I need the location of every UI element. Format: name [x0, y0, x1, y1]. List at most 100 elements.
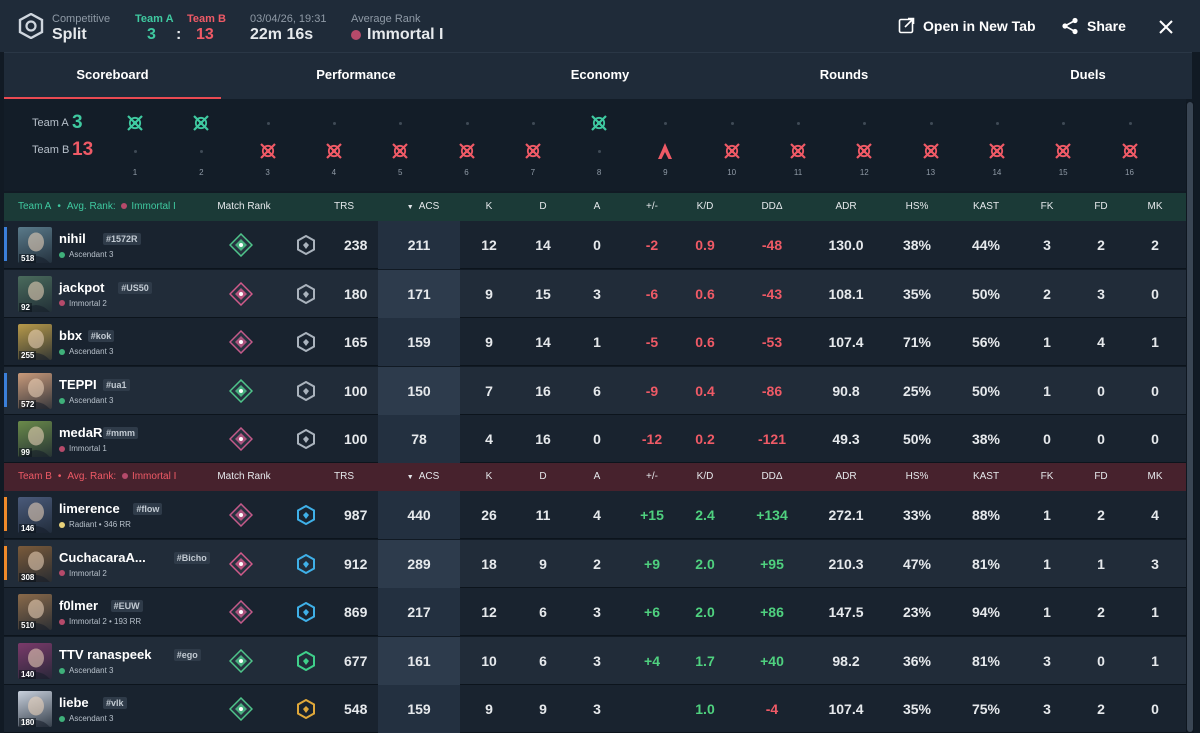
column-header[interactable]: KAST: [956, 193, 1016, 221]
player-name[interactable]: TEPPI: [59, 376, 97, 392]
column-header[interactable]: ADR: [812, 193, 880, 221]
team-b-label: Team B: [187, 13, 226, 25]
stat-fd: 2: [1097, 237, 1105, 253]
stat-d: 9: [539, 555, 547, 572]
player-rank: Immortal 2: [59, 299, 107, 308]
column-header[interactable]: FD: [1076, 193, 1126, 221]
stat-k: 9: [485, 285, 493, 302]
player-row[interactable]: 308 CuchacaraA... #Bicho Immortal 2 912 289 18…: [4, 539, 1186, 588]
column-header[interactable]: K/D: [680, 463, 730, 491]
round-number: 16: [1125, 168, 1134, 177]
column-header[interactable]: HS%: [890, 193, 944, 221]
spike-detonate-icon: [656, 142, 674, 160]
stat-acs: 159: [407, 334, 431, 351]
average-rank: Immortal I: [351, 26, 443, 44]
player-row[interactable]: 255 bbx #kok Ascendant 3 165 159 9 14 1 -5 0.6 -53 1…: [4, 318, 1186, 367]
column-header-label: FK: [1040, 471, 1054, 482]
stat-trs: 100: [344, 382, 368, 399]
column-header[interactable]: DDΔ: [740, 463, 804, 491]
round-number: 13: [926, 168, 936, 177]
stat-hs: 71%: [902, 334, 932, 351]
player-row[interactable]: 518 nihil #1572R Ascendant 3 238 211 12 14 0 -2 0.…: [4, 221, 1186, 269]
column-header[interactable]: D: [518, 193, 568, 221]
stat-mk: 4: [1151, 507, 1159, 523]
column-header[interactable]: A: [572, 193, 622, 221]
sort-desc-icon: ▼: [406, 474, 414, 481]
stat-trs: 238: [344, 237, 368, 253]
column-header[interactable]: K: [464, 463, 514, 491]
player-row[interactable]: 99 medaR #mmm Immortal 1 100 78 4 16 0 -12 0.2 -121…: [4, 415, 1186, 464]
player-row[interactable]: 146 limerence #flow Radiant • 346 RR 987 440 2…: [4, 491, 1186, 539]
column-header[interactable]: Match Rank: [209, 193, 279, 221]
stat-adr: 130.0: [828, 237, 864, 253]
column-header[interactable]: DDΔ: [740, 193, 804, 221]
column-header-label: KAST: [972, 471, 1000, 482]
player-row[interactable]: 180 liebe #vlk Ascendant 3 548 159 9 9 3 1.0 -4 107…: [4, 685, 1186, 733]
stat-k: 18: [481, 555, 497, 572]
tab-scoreboard[interactable]: Scoreboard: [4, 53, 221, 99]
column-header[interactable]: +/-: [624, 463, 680, 491]
column-header[interactable]: FD: [1076, 463, 1126, 491]
column-header[interactable]: HS%: [890, 463, 944, 491]
empty-round-dot: [399, 122, 403, 125]
agent-avatar: [18, 545, 52, 582]
column-header-label: ACS: [418, 471, 440, 482]
round-number: 11: [793, 168, 803, 177]
player-name[interactable]: limerence: [59, 501, 120, 516]
player-name[interactable]: f0lmer: [59, 598, 99, 614]
column-header-label: K: [485, 201, 493, 212]
player-name[interactable]: bbx: [59, 328, 83, 344]
column-header[interactable]: MK: [1130, 193, 1180, 221]
player-row[interactable]: 572 TEPPI #ua1 Ascendant 3 100 150 7 16 6 -9 0.4 -8…: [4, 366, 1186, 415]
column-header[interactable]: Match Rank: [209, 463, 279, 491]
player-name[interactable]: CuchacaraA...: [59, 549, 146, 565]
player-name[interactable]: nihil: [59, 231, 86, 246]
tab-performance[interactable]: Performance: [316, 67, 396, 82]
scrollbar-thumb[interactable]: [1187, 102, 1193, 732]
stat-hs: 47%: [902, 555, 932, 572]
stat-kd: 2.0: [695, 604, 715, 621]
column-header[interactable]: ▼ ACS: [398, 193, 448, 222]
stat-fk: 1: [1043, 555, 1051, 572]
tab-duels[interactable]: Duels: [1070, 67, 1106, 82]
stat-trs: 987: [344, 507, 368, 523]
column-header[interactable]: MK: [1130, 463, 1180, 491]
player-row[interactable]: 510 f0lmer #EUW Immortal 2 • 193 RR 869 217 12…: [4, 588, 1186, 637]
tab-rounds[interactable]: Rounds: [819, 67, 869, 82]
open-new-tab-button[interactable]: Open in New Tab: [898, 17, 1036, 34]
stat-a: 1: [593, 334, 601, 351]
round-number: 10: [727, 168, 737, 177]
share-button[interactable]: Share: [1061, 17, 1126, 35]
column-header[interactable]: ADR: [812, 463, 880, 491]
tab-economy[interactable]: Economy: [570, 67, 630, 82]
player-row[interactable]: 140 TTV ranaspeek #ego Ascendant 3 677 161 10 6…: [4, 636, 1186, 685]
column-header[interactable]: +/-: [624, 193, 680, 221]
column-header[interactable]: D: [518, 463, 568, 491]
column-header[interactable]: KAST: [956, 463, 1016, 491]
player-row[interactable]: 92 jackpot #US50 Immortal 2 180 171 9 15 3 -6 0.6 -…: [4, 269, 1186, 318]
close-icon[interactable]: [1159, 20, 1173, 34]
player-name[interactable]: jackpot: [59, 279, 105, 295]
column-header[interactable]: TRS: [319, 463, 369, 491]
column-header-label: K: [485, 471, 493, 482]
stat-kast: 50%: [971, 285, 1001, 302]
column-header[interactable]: FK: [1022, 463, 1072, 491]
player-tag: #flow: [133, 503, 163, 515]
match-rank-icon: [229, 551, 253, 576]
sort-desc-icon: ▼: [406, 204, 414, 211]
column-header[interactable]: FK: [1022, 193, 1072, 221]
column-header[interactable]: K: [464, 193, 514, 221]
player-name[interactable]: medaR: [59, 425, 103, 441]
column-header[interactable]: K/D: [680, 193, 730, 221]
player-name[interactable]: TTV ranaspeek: [59, 646, 152, 662]
player-rank-label: Ascendant 3: [69, 250, 114, 259]
stat-adr: 272.1: [828, 507, 864, 523]
match-rank-icon: [229, 281, 253, 306]
column-header[interactable]: TRS: [319, 193, 369, 221]
scrollbar[interactable]: [1186, 102, 1194, 733]
stat-fk: 3: [1043, 701, 1051, 718]
player-rank-label: Immortal 2: [69, 298, 107, 308]
column-header[interactable]: ▼ ACS: [398, 463, 448, 492]
player-name[interactable]: liebe: [59, 695, 89, 711]
column-header[interactable]: A: [572, 463, 622, 491]
